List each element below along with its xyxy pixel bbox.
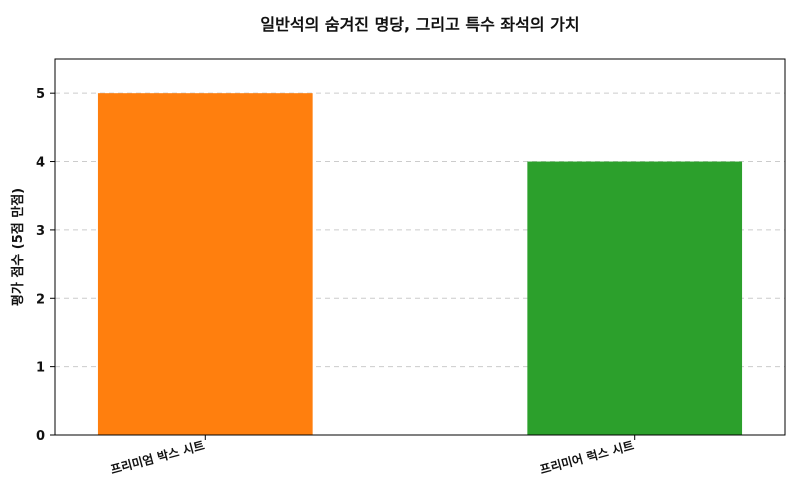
y-tick-label: 1	[36, 361, 45, 376]
x-tick-label: 프리미엄 박스 시트	[109, 437, 206, 477]
chart-title: 일반석의 숨겨진 명당, 그리고 특수 좌석의 가치	[260, 15, 579, 34]
y-tick-label: 0	[36, 429, 45, 444]
bar	[97, 93, 313, 435]
y-tick-label: 5	[36, 87, 45, 102]
y-tick-label: 4	[36, 156, 45, 171]
x-tick-label: 프리미어 럭스 시트	[538, 437, 635, 477]
bar	[527, 161, 743, 435]
plot-frame	[54, 58, 786, 436]
x-axis-ticks: 프리미엄 박스 시트 프리미어 럭스 시트	[109, 435, 635, 477]
y-tick-label: 3	[36, 224, 45, 239]
y-axis-ticks: 0 1 2 3 4 5	[36, 87, 55, 444]
y-axis-label: 평가 점수 (5점 만점)	[10, 188, 26, 306]
y-tick-label: 2	[36, 292, 45, 307]
bars	[97, 93, 743, 435]
